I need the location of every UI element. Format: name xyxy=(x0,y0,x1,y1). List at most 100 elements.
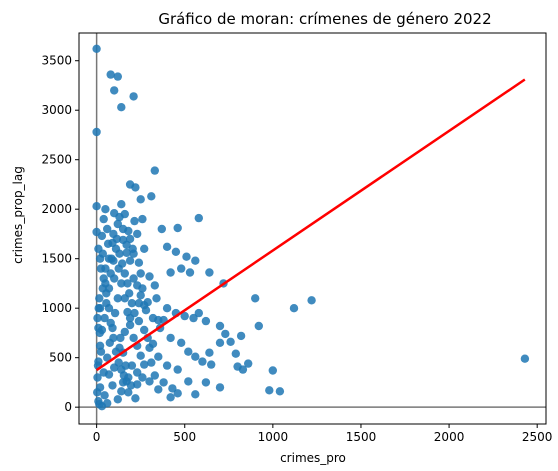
data-point xyxy=(118,235,128,245)
data-point xyxy=(103,224,112,234)
data-point xyxy=(215,321,225,331)
data-point xyxy=(307,296,316,305)
chart-title: Gráfico de moran: crímenes de género 202… xyxy=(158,10,491,28)
data-point xyxy=(131,183,140,192)
x-tick-label: 500 xyxy=(173,430,196,444)
data-point xyxy=(101,205,110,214)
data-point xyxy=(162,361,172,370)
data-point xyxy=(173,223,182,233)
data-point xyxy=(92,202,101,211)
x-tick-label: 2500 xyxy=(522,430,553,444)
data-point xyxy=(244,359,253,368)
data-point xyxy=(125,289,134,298)
data-point xyxy=(134,258,144,267)
data-point xyxy=(125,320,135,330)
data-point xyxy=(140,244,149,253)
data-point xyxy=(110,86,119,95)
data-point xyxy=(184,377,193,386)
plot-frame xyxy=(78,32,547,425)
data-point xyxy=(92,127,101,137)
data-point xyxy=(251,294,260,303)
data-point xyxy=(115,249,124,258)
data-point xyxy=(138,214,147,224)
data-point xyxy=(147,192,156,201)
data-point xyxy=(134,316,144,326)
data-point xyxy=(147,358,156,367)
data-point xyxy=(184,347,193,356)
data-point xyxy=(120,269,129,278)
data-point xyxy=(136,351,145,360)
data-point xyxy=(108,381,117,390)
data-point xyxy=(120,327,129,337)
data-point xyxy=(93,388,102,397)
data-point xyxy=(95,304,105,313)
data-point xyxy=(201,316,211,326)
data-point xyxy=(104,254,114,263)
data-point xyxy=(173,389,182,398)
data-point xyxy=(99,214,108,224)
data-point xyxy=(110,308,120,318)
data-point xyxy=(215,383,225,392)
data-point xyxy=(148,339,158,348)
data-point xyxy=(520,354,530,363)
data-point xyxy=(109,333,118,343)
data-point xyxy=(129,92,138,101)
y-tick-label: 2000 xyxy=(41,202,72,216)
data-point xyxy=(128,244,137,253)
data-point xyxy=(226,337,235,346)
data-point xyxy=(159,378,168,387)
data-point xyxy=(118,259,127,268)
data-point xyxy=(215,338,225,347)
data-point xyxy=(94,244,103,253)
data-point xyxy=(96,347,106,356)
x-axis-label: crimes_pro xyxy=(280,451,346,465)
y-tick-label: 3500 xyxy=(41,54,72,68)
data-point xyxy=(136,269,145,278)
data-point xyxy=(98,284,108,293)
data-point xyxy=(110,274,119,283)
y-tick-label: 1500 xyxy=(41,252,72,266)
data-point xyxy=(129,333,138,343)
data-point xyxy=(231,349,240,358)
data-point xyxy=(191,390,200,399)
data-point xyxy=(191,352,200,361)
y-axis-label: crimes_prop_lag xyxy=(11,166,25,264)
data-point xyxy=(177,338,186,347)
data-point xyxy=(95,400,104,409)
data-point xyxy=(133,368,142,377)
data-point xyxy=(129,274,138,283)
data-point xyxy=(100,391,109,400)
data-point xyxy=(124,226,133,236)
y-tick-label: 0 xyxy=(64,400,72,414)
data-point xyxy=(115,212,124,222)
data-point xyxy=(182,252,191,261)
data-point xyxy=(191,256,200,265)
data-point xyxy=(162,304,172,313)
data-point xyxy=(238,365,248,374)
data-point xyxy=(117,200,126,209)
data-point xyxy=(166,268,175,277)
data-point xyxy=(265,386,274,395)
data-point xyxy=(97,231,107,241)
data-point xyxy=(93,313,102,323)
data-point xyxy=(145,377,154,386)
x-tick-label: 0 xyxy=(93,430,101,444)
data-point xyxy=(113,72,123,81)
data-point xyxy=(201,378,211,387)
data-point xyxy=(106,70,115,79)
data-point xyxy=(180,311,189,321)
data-point xyxy=(125,234,135,244)
data-point xyxy=(133,229,142,239)
data-point xyxy=(205,268,214,277)
data-point xyxy=(125,313,135,323)
data-point xyxy=(254,321,263,331)
data-point xyxy=(94,323,103,333)
data-point xyxy=(95,294,104,303)
data-point xyxy=(168,384,177,393)
data-point xyxy=(289,304,299,313)
data-point xyxy=(166,393,175,402)
data-point xyxy=(123,279,132,288)
data-point xyxy=(127,299,137,308)
data-point xyxy=(133,380,142,389)
data-point xyxy=(177,264,186,273)
